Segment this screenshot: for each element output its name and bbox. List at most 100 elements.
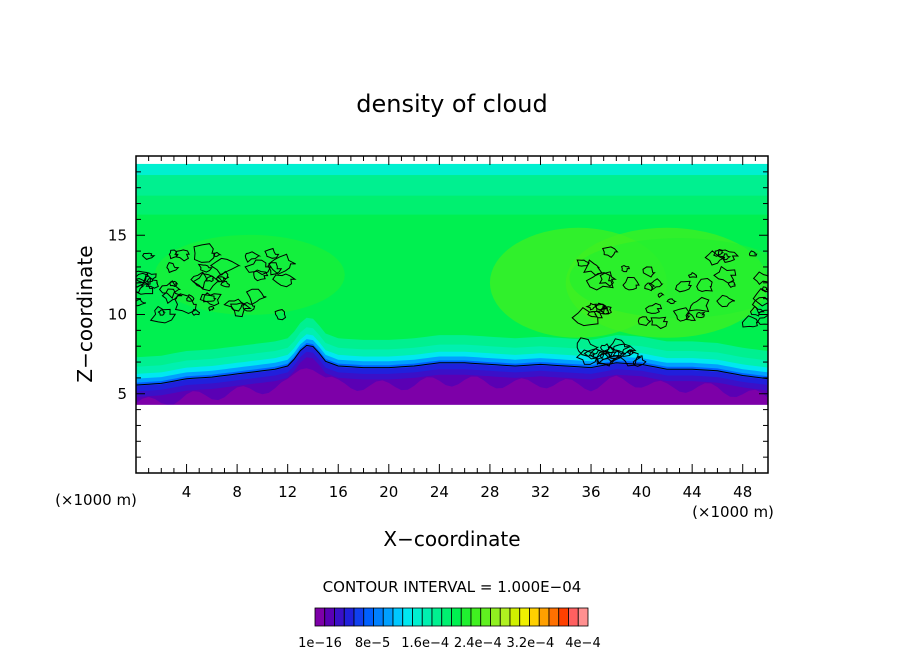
contour-loop xyxy=(230,302,252,318)
colorbar-swatch xyxy=(490,607,501,627)
contour-loop xyxy=(213,251,222,257)
layer-purple xyxy=(136,368,768,405)
contour-loop xyxy=(169,280,179,287)
contour-loop xyxy=(596,353,616,367)
band-green-core-3 xyxy=(569,238,768,319)
contour-loop xyxy=(688,296,710,313)
contour-loop xyxy=(158,280,182,300)
colorbar-swatch xyxy=(363,607,374,627)
colorbar-swatch xyxy=(538,607,550,627)
x-tick-label: 48 xyxy=(733,483,752,501)
contour-lines xyxy=(136,243,768,386)
contour-loop xyxy=(727,281,736,288)
colorbar-swatch xyxy=(499,607,511,627)
contour-loop xyxy=(598,271,617,287)
contour-loop xyxy=(585,272,614,291)
contour-loop xyxy=(642,266,656,278)
colorbar-swatch xyxy=(451,607,462,627)
contour-loop xyxy=(619,349,643,367)
contour-loop xyxy=(751,296,768,314)
y-tick-label: 10 xyxy=(108,306,127,324)
y-axis-label: Z−coordinate xyxy=(73,245,97,382)
contour-loop xyxy=(186,293,195,302)
contour-loop xyxy=(575,349,598,365)
colorbar-swatch xyxy=(509,607,521,627)
x-tick-label: 36 xyxy=(581,483,600,501)
contour-loop xyxy=(650,316,668,330)
x-tick-label: 16 xyxy=(329,483,348,501)
contour-loop xyxy=(622,276,640,291)
contour-loop xyxy=(675,280,692,293)
cloud-field xyxy=(136,163,768,473)
contour-loop xyxy=(587,311,599,318)
contour-loop xyxy=(752,287,768,307)
contour-loop xyxy=(657,292,665,299)
colorbar-label: 1e−16 xyxy=(298,636,342,651)
colorbar-swatch xyxy=(412,607,423,627)
contour-loop xyxy=(272,273,297,288)
contour-loop xyxy=(193,243,216,263)
contour-cloud-base xyxy=(136,344,768,386)
contour-loop xyxy=(576,337,600,358)
colorbar-label: 1.6e−4 xyxy=(401,636,449,651)
colorbar-label: 8e−5 xyxy=(355,636,390,651)
colorbar-label: 4e−4 xyxy=(565,636,600,651)
contour-loop xyxy=(215,276,227,283)
contour-loop xyxy=(601,246,619,258)
contour-loop xyxy=(157,309,166,316)
contour-loop xyxy=(585,302,597,311)
x-axis: 4 8 12 16 20 24 28 32 36 40 44 48 xyxy=(148,156,756,501)
colorbar-swatch xyxy=(314,607,326,627)
x-tick-label: 4 xyxy=(182,483,192,501)
contour-loop xyxy=(199,293,222,307)
contour-loop xyxy=(741,315,759,328)
colorbar-swatch xyxy=(577,607,589,627)
chart-title: density of cloud xyxy=(356,90,547,118)
band-green-core-2 xyxy=(154,234,345,315)
clear-air-region xyxy=(136,404,768,473)
colorbar-swatch xyxy=(441,607,452,627)
contour-loop xyxy=(749,305,765,317)
contour-loop xyxy=(190,271,208,289)
colorbar-swatch xyxy=(392,607,404,627)
contour-loop xyxy=(161,288,183,304)
x-tick-label: 8 xyxy=(232,483,242,501)
contour-loop xyxy=(620,265,630,273)
colorbar-swatch xyxy=(529,607,540,627)
contour-loop xyxy=(696,277,713,293)
plot-area xyxy=(136,163,768,473)
colorbar-labels: 1e−16 8e−5 1.6e−4 2.4e−4 3.2e−4 4e−4 xyxy=(298,636,601,651)
contour-loop xyxy=(268,253,296,275)
colorbar-swatch xyxy=(431,607,443,627)
contour-loop xyxy=(136,272,153,288)
contour-loop xyxy=(141,252,156,260)
contour-loop xyxy=(632,355,647,367)
contour-loop xyxy=(136,281,154,295)
contour-loop xyxy=(596,350,622,365)
colorbar-swatch xyxy=(548,607,560,627)
contour-loop xyxy=(716,294,736,308)
x-tick-label: 28 xyxy=(480,483,499,501)
contour-loop xyxy=(197,263,213,273)
contour-loop xyxy=(583,348,606,360)
contour-loop xyxy=(208,305,215,312)
contour-loop xyxy=(136,298,147,307)
x-tick-label: 24 xyxy=(430,483,449,501)
y-tick-label: 15 xyxy=(108,226,127,244)
colorbar-swatch xyxy=(470,607,482,627)
contour-loop xyxy=(637,316,652,327)
contour-loop xyxy=(149,305,177,324)
contour-loop xyxy=(672,307,691,322)
y-tick-label: 5 xyxy=(117,385,127,403)
x-tick-label: 12 xyxy=(278,483,297,501)
colorbar-label: 3.2e−4 xyxy=(506,636,554,651)
contour-loop xyxy=(704,250,726,266)
colorbar-swatch xyxy=(402,607,413,627)
contour-loop xyxy=(609,343,637,358)
contour-loop xyxy=(720,253,732,261)
contour-loop xyxy=(264,247,280,259)
colorbar-swatch xyxy=(353,607,365,627)
contour-loop xyxy=(136,277,146,293)
contour-loop xyxy=(576,259,590,267)
